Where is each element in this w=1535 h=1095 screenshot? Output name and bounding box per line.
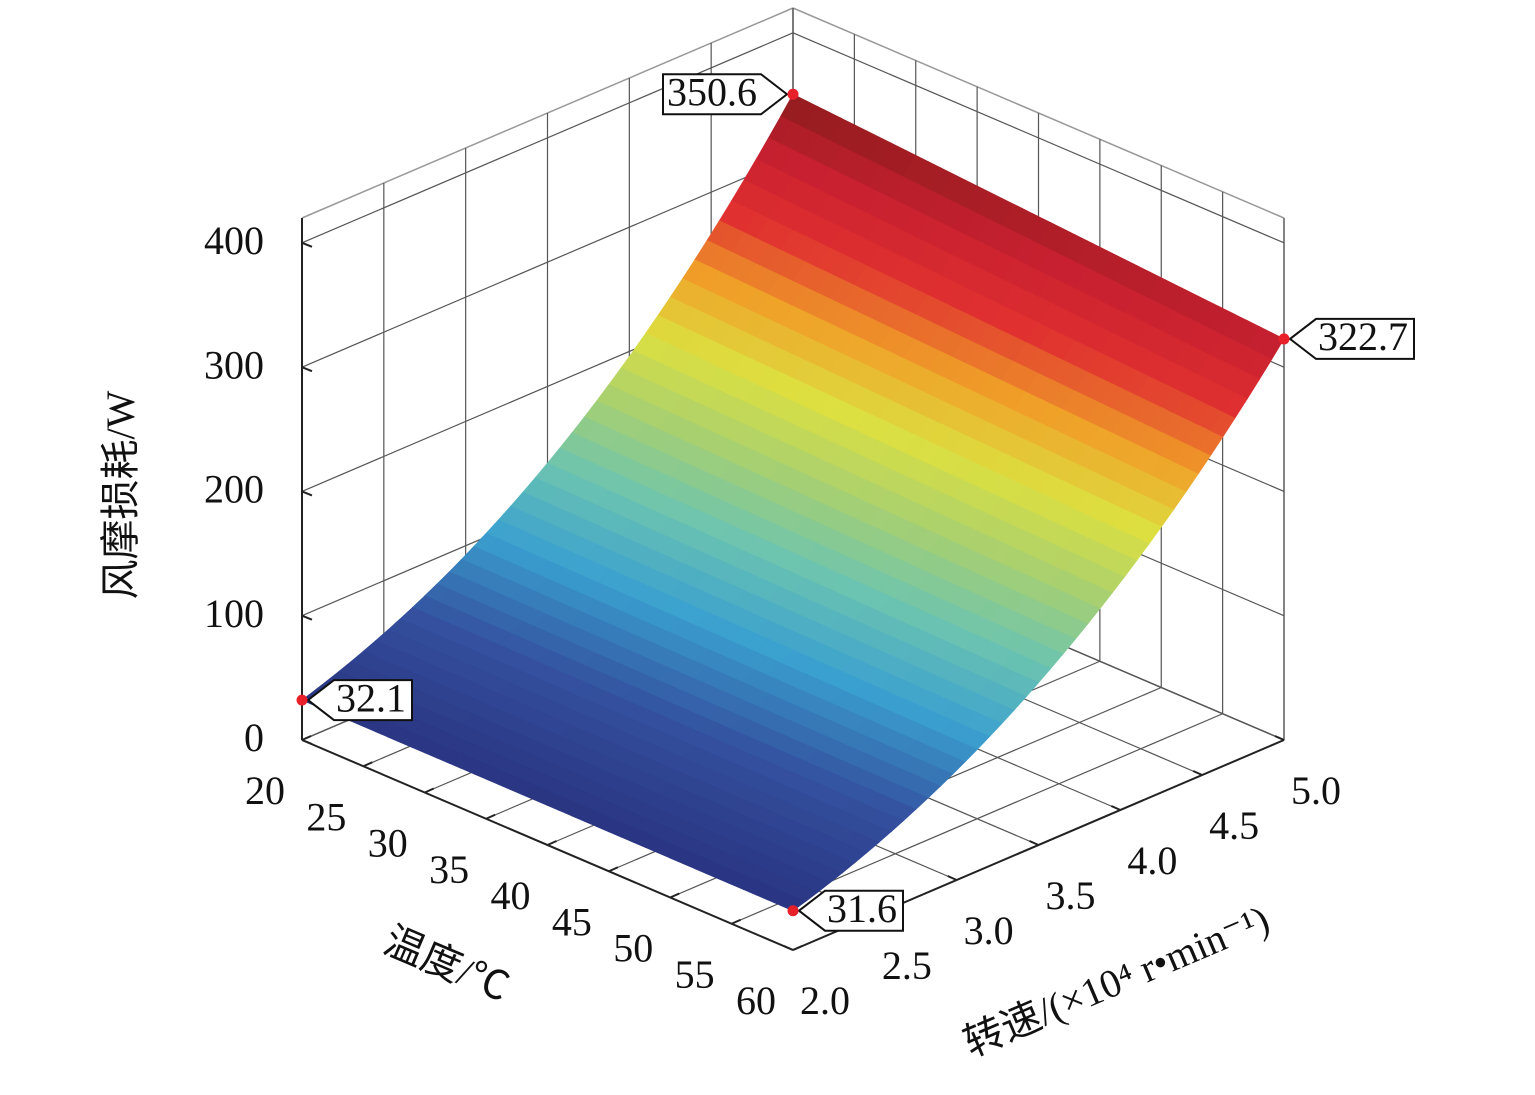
x-tick-label: 60 bbox=[736, 978, 776, 1023]
data-point bbox=[787, 905, 799, 917]
x-tick-label: 35 bbox=[429, 847, 469, 892]
tip-label: 31.6 bbox=[827, 886, 897, 931]
y-tick bbox=[1110, 805, 1121, 811]
axes: 0 100 200 300 400 20 25 30 35 40 45 50 55 60 2.0 2.5 3.0… bbox=[204, 218, 1341, 1023]
z-tick-label: 400 bbox=[204, 218, 264, 263]
tip-box bbox=[797, 889, 904, 932]
y-tick-label: 2.0 bbox=[800, 978, 850, 1023]
x-axis bbox=[301, 739, 794, 951]
y-tick-label: 3.0 bbox=[964, 908, 1014, 953]
z-tick bbox=[301, 490, 313, 497]
y-tick-label: 5.0 bbox=[1291, 768, 1341, 813]
y-tick bbox=[1192, 770, 1203, 776]
x-tick bbox=[731, 918, 742, 925]
x-tick-label: 20 bbox=[245, 768, 285, 813]
data-point bbox=[787, 88, 799, 100]
z-tick-label: 300 bbox=[204, 342, 264, 387]
z-tick bbox=[301, 614, 313, 621]
x-tick-label: 55 bbox=[675, 952, 715, 997]
x-tick bbox=[301, 735, 312, 741]
y-tick-label: 2.5 bbox=[882, 943, 932, 988]
x-axis-label: 温度/℃ bbox=[378, 918, 516, 1011]
data-point bbox=[296, 694, 308, 706]
x-tick-label: 45 bbox=[552, 899, 592, 944]
tip-box bbox=[662, 73, 789, 116]
z-tick-label: 100 bbox=[204, 591, 264, 636]
data-point bbox=[1278, 333, 1290, 345]
data-tip: 32.1 bbox=[306, 675, 413, 722]
x-tick bbox=[608, 866, 619, 873]
x-tick bbox=[547, 840, 557, 846]
data-tip: 322.7 bbox=[1288, 314, 1415, 360]
tip-box bbox=[1288, 317, 1415, 360]
x-tick-label: 50 bbox=[613, 926, 653, 971]
x-tick-label: 40 bbox=[491, 873, 531, 918]
x-tick-label: 30 bbox=[368, 821, 408, 866]
x-tick bbox=[669, 892, 680, 899]
x-tick bbox=[424, 787, 435, 794]
y-tick-label: 4.0 bbox=[1127, 838, 1177, 883]
annotations: 32.1 31.6 350.6 322.7 bbox=[296, 69, 1415, 932]
tip-label: 350.6 bbox=[667, 69, 757, 114]
y-tick bbox=[1274, 735, 1285, 741]
data-tip: 350.6 bbox=[662, 69, 789, 116]
z-tick-label: 0 bbox=[244, 715, 264, 760]
tip-label: 32.1 bbox=[336, 675, 406, 720]
x-tick bbox=[362, 761, 373, 768]
tip-box bbox=[306, 679, 413, 722]
data-tip: 31.6 bbox=[797, 886, 904, 932]
tip-label: 322.7 bbox=[1318, 314, 1408, 359]
y-tick bbox=[947, 875, 958, 881]
y-tick-label: 3.5 bbox=[1046, 873, 1096, 918]
surface bbox=[301, 93, 1285, 912]
z-axis-label: 风摩损耗/W bbox=[98, 390, 143, 599]
y-tick-label: 4.5 bbox=[1209, 803, 1259, 848]
z-tick bbox=[301, 241, 313, 248]
x-tick-label: 25 bbox=[306, 794, 346, 839]
x-tick bbox=[485, 813, 496, 820]
y-tick bbox=[1029, 840, 1039, 846]
z-tick bbox=[301, 366, 313, 373]
z-tick-label: 200 bbox=[204, 467, 264, 512]
